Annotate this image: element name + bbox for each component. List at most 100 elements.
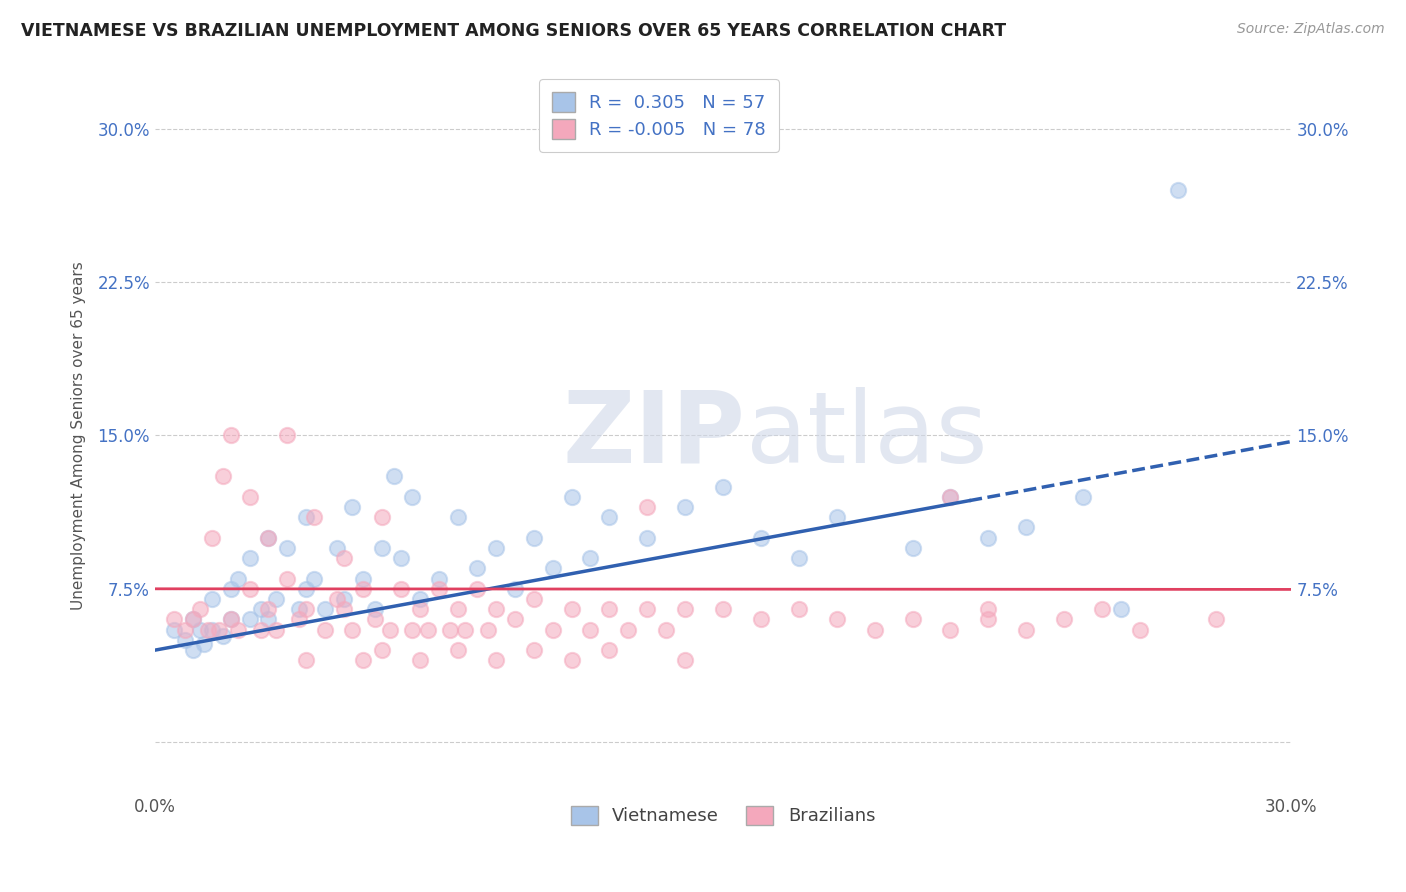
Point xyxy=(561,490,583,504)
Point xyxy=(371,510,394,524)
Point xyxy=(1167,183,1189,197)
Point xyxy=(787,551,810,566)
Point xyxy=(825,612,848,626)
Point xyxy=(352,582,374,596)
Point xyxy=(863,623,886,637)
Point xyxy=(288,612,311,626)
Point xyxy=(163,612,186,626)
Point xyxy=(825,510,848,524)
Point xyxy=(655,623,678,637)
Point xyxy=(485,541,508,555)
Y-axis label: Unemployment Among Seniors over 65 years: Unemployment Among Seniors over 65 years xyxy=(72,261,86,610)
Point xyxy=(181,643,204,657)
Point xyxy=(1015,520,1038,534)
Point xyxy=(201,592,224,607)
Point xyxy=(901,612,924,626)
Point xyxy=(371,643,394,657)
Legend: Vietnamese, Brazilians: Vietnamese, Brazilians xyxy=(562,797,884,834)
Point xyxy=(333,592,356,607)
Point xyxy=(711,602,734,616)
Point xyxy=(378,623,401,637)
Point xyxy=(257,531,280,545)
Point xyxy=(439,623,461,637)
Point xyxy=(503,582,526,596)
Point xyxy=(409,592,432,607)
Point xyxy=(219,612,242,626)
Point xyxy=(427,572,450,586)
Point xyxy=(465,561,488,575)
Point xyxy=(561,602,583,616)
Point xyxy=(1109,602,1132,616)
Point xyxy=(1129,623,1152,637)
Point xyxy=(673,500,696,514)
Point xyxy=(276,541,298,555)
Point xyxy=(288,602,311,616)
Point xyxy=(901,541,924,555)
Point xyxy=(598,643,620,657)
Point xyxy=(163,623,186,637)
Point xyxy=(427,582,450,596)
Point xyxy=(673,602,696,616)
Point xyxy=(250,602,273,616)
Point xyxy=(636,531,658,545)
Point xyxy=(226,623,249,637)
Point xyxy=(503,612,526,626)
Point xyxy=(523,592,546,607)
Point xyxy=(939,623,962,637)
Point xyxy=(295,510,318,524)
Point xyxy=(201,623,224,637)
Point xyxy=(1205,612,1227,626)
Point xyxy=(201,531,224,545)
Text: atlas: atlas xyxy=(745,387,987,483)
Point xyxy=(636,602,658,616)
Point xyxy=(257,531,280,545)
Text: ZIP: ZIP xyxy=(562,387,745,483)
Point xyxy=(238,612,260,626)
Point xyxy=(219,428,242,442)
Point xyxy=(264,623,287,637)
Point xyxy=(181,612,204,626)
Point xyxy=(212,469,235,483)
Point xyxy=(447,510,470,524)
Point xyxy=(219,582,242,596)
Point xyxy=(333,551,356,566)
Text: VIETNAMESE VS BRAZILIAN UNEMPLOYMENT AMONG SENIORS OVER 65 YEARS CORRELATION CHA: VIETNAMESE VS BRAZILIAN UNEMPLOYMENT AMO… xyxy=(21,22,1007,40)
Point xyxy=(276,428,298,442)
Point xyxy=(561,653,583,667)
Point xyxy=(197,623,219,637)
Point xyxy=(1071,490,1094,504)
Point xyxy=(340,500,363,514)
Text: Source: ZipAtlas.com: Source: ZipAtlas.com xyxy=(1237,22,1385,37)
Point xyxy=(264,592,287,607)
Point xyxy=(416,623,439,637)
Point xyxy=(340,623,363,637)
Point xyxy=(977,531,1000,545)
Point xyxy=(250,623,273,637)
Point xyxy=(226,572,249,586)
Point xyxy=(787,602,810,616)
Point xyxy=(617,623,640,637)
Point xyxy=(276,572,298,586)
Point xyxy=(939,490,962,504)
Point xyxy=(238,551,260,566)
Point xyxy=(352,572,374,586)
Point xyxy=(579,623,602,637)
Point xyxy=(447,602,470,616)
Point xyxy=(257,602,280,616)
Point xyxy=(238,582,260,596)
Point xyxy=(302,510,325,524)
Point xyxy=(939,490,962,504)
Point xyxy=(409,602,432,616)
Point xyxy=(352,653,374,667)
Point xyxy=(174,632,197,647)
Point xyxy=(295,582,318,596)
Point xyxy=(401,623,423,637)
Point xyxy=(212,629,235,643)
Point xyxy=(314,623,336,637)
Point xyxy=(1015,623,1038,637)
Point xyxy=(363,612,385,626)
Point xyxy=(1053,612,1076,626)
Point xyxy=(409,653,432,667)
Point xyxy=(977,602,1000,616)
Point xyxy=(314,602,336,616)
